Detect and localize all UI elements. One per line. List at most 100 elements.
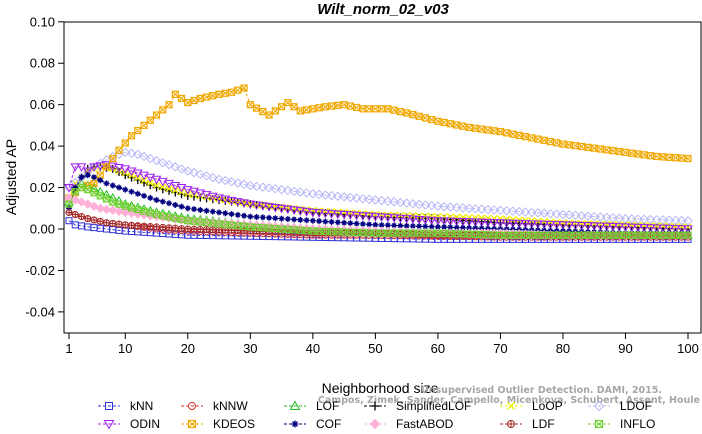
marker-cross xyxy=(459,230,467,238)
data-point xyxy=(107,162,118,172)
data-point xyxy=(670,215,681,226)
marker-cross xyxy=(597,145,604,153)
marker-cross xyxy=(484,231,492,239)
marker-cross xyxy=(290,226,298,234)
marker-cross xyxy=(153,211,160,218)
x-tick-label: 90 xyxy=(618,341,632,356)
data-point xyxy=(159,198,166,205)
data-point xyxy=(453,224,460,231)
data-point xyxy=(84,186,92,194)
data-point xyxy=(151,175,162,185)
marker-cross xyxy=(403,109,410,117)
legend-marker xyxy=(291,420,299,428)
marker-cross xyxy=(196,95,204,102)
marker-cross xyxy=(409,229,417,237)
data-point xyxy=(478,225,485,232)
data-point xyxy=(209,92,217,100)
x-tick-label: 1 xyxy=(65,341,72,356)
data-point xyxy=(72,184,79,191)
data-point xyxy=(334,219,341,226)
data-point xyxy=(201,191,212,200)
legend-marker xyxy=(187,419,197,429)
data-point xyxy=(245,200,256,210)
x-tick-label: 70 xyxy=(493,341,507,356)
data-point xyxy=(90,216,98,224)
data-point xyxy=(146,179,154,187)
data-point xyxy=(670,225,681,234)
data-point xyxy=(303,217,310,224)
data-point xyxy=(309,217,316,224)
marker-cross xyxy=(328,228,335,236)
data-point xyxy=(620,223,631,232)
data-point xyxy=(428,223,435,230)
marker-cross xyxy=(528,134,536,142)
data-point xyxy=(114,206,124,217)
data-point xyxy=(158,157,168,168)
data-point xyxy=(90,189,98,197)
data-point xyxy=(228,211,235,218)
data-point xyxy=(676,225,687,234)
data-point xyxy=(270,184,281,194)
data-point xyxy=(239,179,249,189)
marker-cross xyxy=(165,213,173,221)
marker-cross xyxy=(128,222,135,229)
marker-cross xyxy=(522,231,529,239)
data-point xyxy=(71,179,79,187)
marker-cross xyxy=(103,195,110,203)
marker-box xyxy=(146,116,154,124)
data-point xyxy=(203,207,210,214)
data-point xyxy=(446,213,454,221)
marker-cross xyxy=(428,116,435,123)
data-point xyxy=(558,221,568,230)
data-point xyxy=(170,162,181,172)
data-point xyxy=(545,208,556,219)
data-point xyxy=(257,202,268,211)
marker-cross xyxy=(271,107,279,115)
data-point xyxy=(633,223,643,233)
data-point xyxy=(459,122,467,130)
marker-cross xyxy=(465,124,473,131)
data-point xyxy=(451,202,462,213)
legend-item-cof: COF xyxy=(284,417,341,431)
marker-cross xyxy=(595,420,603,428)
marker-cross xyxy=(422,229,429,237)
data-point xyxy=(314,209,324,218)
data-point xyxy=(451,217,462,227)
data-point xyxy=(146,116,154,124)
data-point xyxy=(376,213,387,222)
marker-box xyxy=(127,132,136,140)
data-point xyxy=(190,225,198,233)
marker-cross xyxy=(122,221,129,228)
data-point xyxy=(421,212,429,220)
data-point xyxy=(246,101,254,109)
series-line xyxy=(68,151,689,222)
data-point xyxy=(134,190,141,197)
data-point xyxy=(583,222,593,231)
data-point xyxy=(115,220,123,228)
legend-label: SimplifiedLOF xyxy=(396,399,471,413)
data-point xyxy=(515,216,523,224)
legend-item-lof: LOF xyxy=(284,399,339,413)
data-point xyxy=(234,86,242,94)
marker-cross xyxy=(209,226,216,233)
data-point xyxy=(297,216,304,223)
marker-cross xyxy=(116,221,123,228)
marker-cross xyxy=(472,124,479,132)
legend-item-ldf: LDF xyxy=(500,417,555,431)
data-point xyxy=(157,177,168,187)
marker-cross xyxy=(359,105,367,113)
marker-cross xyxy=(253,104,260,112)
marker-cross xyxy=(547,138,554,145)
series-line xyxy=(68,187,688,236)
marker-cross xyxy=(340,228,348,236)
marker-cross xyxy=(628,231,636,239)
marker-cross xyxy=(115,200,123,208)
legend-marker xyxy=(105,402,113,410)
marker-box xyxy=(152,111,161,119)
data-point xyxy=(476,218,487,228)
marker-cross xyxy=(565,141,573,149)
marker-box xyxy=(102,163,111,171)
marker-cross xyxy=(278,225,285,233)
data-point xyxy=(645,224,656,233)
